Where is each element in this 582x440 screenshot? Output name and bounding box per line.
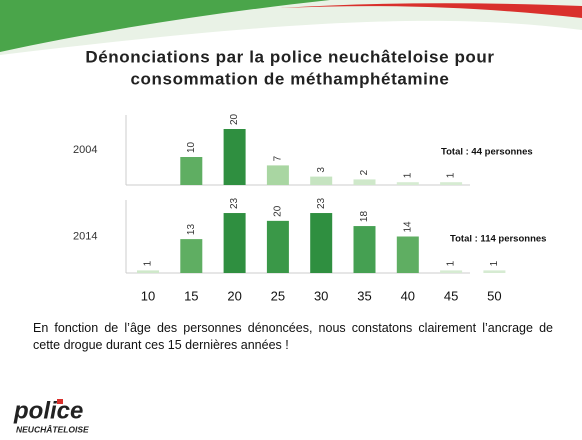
value-label: 10 xyxy=(186,141,197,153)
bar xyxy=(223,213,246,273)
logo-subtitle: NEUCHÂTELOISE xyxy=(16,423,89,434)
bar xyxy=(180,239,203,273)
bar xyxy=(396,182,419,185)
value-label: 2 xyxy=(359,169,370,175)
value-label: 13 xyxy=(186,224,197,236)
value-label: 20 xyxy=(273,205,284,217)
x-tick-label: 25 xyxy=(271,288,285,303)
value-label: 1 xyxy=(446,260,457,266)
bar xyxy=(266,220,289,273)
value-label: 23 xyxy=(316,197,327,209)
value-label: 1 xyxy=(143,260,154,266)
x-tick-label: 45 xyxy=(444,288,458,303)
bar xyxy=(483,270,506,273)
logo-accent xyxy=(57,399,63,404)
title-line: Dénonciations par la police neuchâtelois… xyxy=(85,47,494,66)
banner-green xyxy=(0,0,330,52)
value-label: 3 xyxy=(316,167,327,173)
banner-red xyxy=(280,3,582,19)
x-tick-label: 35 xyxy=(357,288,371,303)
value-label: 23 xyxy=(229,197,240,209)
x-tick-label: 30 xyxy=(314,288,328,303)
x-tick-label: 15 xyxy=(184,288,198,303)
value-label: 14 xyxy=(402,221,413,233)
value-label: 7 xyxy=(273,155,284,161)
value-label: 18 xyxy=(359,211,370,223)
bar xyxy=(440,270,463,273)
x-tick-label: 20 xyxy=(227,288,241,303)
bar xyxy=(396,236,419,273)
series-label: 2004 xyxy=(73,144,97,156)
caption: En fonction de l’âge des personnes dénon… xyxy=(33,321,553,352)
value-label: 1 xyxy=(446,172,457,178)
title-line: consommation de méthamphétamine xyxy=(131,69,450,88)
bar xyxy=(440,182,463,185)
annotation: Total : 44 personnes xyxy=(441,147,533,158)
value-label: 1 xyxy=(402,172,413,178)
bar xyxy=(223,129,246,185)
logo: police xyxy=(13,397,83,424)
x-tick-label: 40 xyxy=(401,288,415,303)
series-label: 2014 xyxy=(73,230,97,242)
bar xyxy=(137,270,159,273)
value-label: 1 xyxy=(489,260,500,266)
bar xyxy=(353,179,376,185)
bar xyxy=(266,165,289,185)
bar xyxy=(310,176,333,185)
bar xyxy=(353,226,376,273)
x-tick-label: 10 xyxy=(141,288,155,303)
bar xyxy=(310,213,333,273)
bar xyxy=(180,157,203,185)
value-label: 20 xyxy=(229,113,240,125)
annotation: Total : 114 personnes xyxy=(450,234,546,245)
x-tick-label: 50 xyxy=(487,288,501,303)
